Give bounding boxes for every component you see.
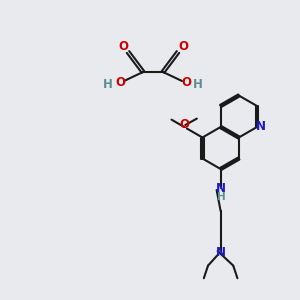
- Text: O: O: [115, 76, 125, 88]
- Text: H: H: [193, 77, 203, 91]
- Text: O: O: [118, 40, 128, 53]
- Text: N: N: [216, 182, 226, 196]
- Text: H: H: [103, 77, 113, 91]
- Text: O: O: [181, 76, 191, 88]
- Text: O: O: [179, 118, 189, 131]
- Text: H: H: [217, 192, 226, 202]
- Text: N: N: [216, 245, 226, 259]
- Text: O: O: [178, 40, 188, 53]
- Text: N: N: [256, 121, 266, 134]
